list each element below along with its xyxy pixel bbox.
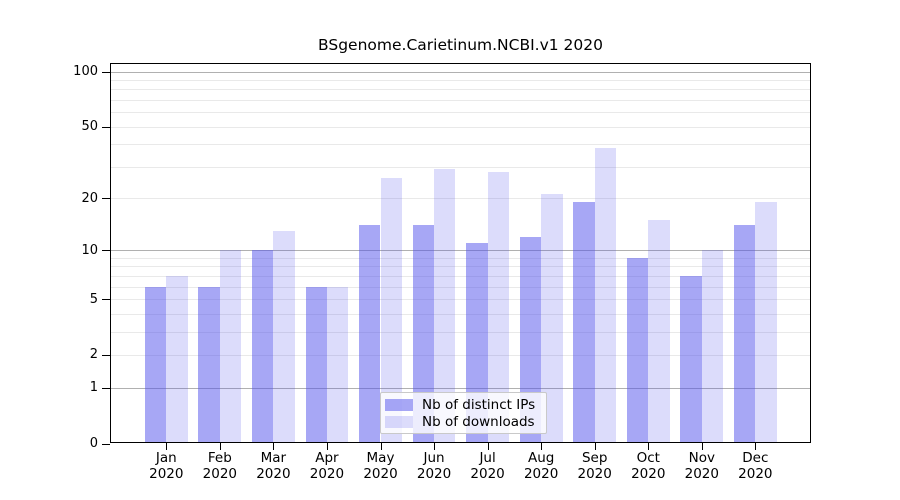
minor-gridline bbox=[111, 89, 810, 91]
bar-distinct-ips bbox=[305, 286, 327, 443]
x-axis-tick bbox=[219, 443, 221, 450]
x-axis-tick-label: Sep 2020 bbox=[577, 450, 612, 482]
y-axis-tick-label: 100 bbox=[73, 64, 98, 80]
x-axis-tick bbox=[380, 443, 382, 450]
y-axis-tick bbox=[102, 71, 110, 73]
minor-gridline bbox=[111, 299, 810, 301]
major-gridline bbox=[111, 71, 810, 73]
bar-downloads bbox=[219, 250, 242, 443]
minor-gridline bbox=[111, 126, 810, 128]
y-axis-tick bbox=[102, 443, 110, 445]
y-axis-tick bbox=[102, 126, 110, 128]
x-axis-tick bbox=[326, 443, 328, 450]
legend-item-distinct-ips: Nb of distinct IPs bbox=[385, 398, 538, 412]
legend-label-downloads: Nb of downloads bbox=[422, 413, 535, 430]
y-axis-tick-label: 1 bbox=[89, 380, 98, 396]
y-axis-tick-label: 50 bbox=[81, 119, 98, 135]
bar-distinct-ips bbox=[198, 286, 220, 443]
bar-downloads bbox=[273, 230, 295, 443]
x-axis-tick-label: Oct 2020 bbox=[631, 450, 666, 482]
bar-distinct-ips bbox=[680, 275, 702, 443]
y-axis-tick bbox=[102, 198, 110, 200]
x-axis-tick-label: Jan 2020 bbox=[149, 450, 184, 482]
bar-downloads bbox=[648, 220, 670, 443]
bar-downloads bbox=[434, 169, 456, 443]
bar-distinct-ips bbox=[412, 225, 435, 443]
bar-distinct-ips bbox=[359, 225, 381, 443]
major-gridline bbox=[111, 250, 810, 252]
minor-gridline bbox=[111, 266, 810, 268]
bar-distinct-ips bbox=[733, 225, 756, 443]
x-axis-tick-label: Jul 2020 bbox=[470, 450, 505, 482]
x-axis-tick bbox=[166, 443, 168, 450]
minor-gridline bbox=[111, 198, 810, 200]
minor-gridline bbox=[111, 112, 810, 114]
major-gridline bbox=[111, 387, 810, 389]
bar-downloads bbox=[166, 275, 188, 443]
x-axis-tick bbox=[487, 443, 489, 450]
legend-swatch-distinct-ips bbox=[385, 398, 413, 411]
bar-distinct-ips bbox=[626, 258, 649, 443]
minor-gridline bbox=[111, 80, 810, 82]
bar-downloads bbox=[326, 286, 349, 443]
x-axis-tick bbox=[273, 443, 275, 450]
minor-gridline bbox=[111, 100, 810, 102]
legend-swatch-downloads bbox=[385, 415, 413, 428]
x-axis-tick bbox=[541, 443, 543, 450]
y-axis-tick-label: 5 bbox=[89, 291, 98, 307]
minor-gridline bbox=[111, 258, 810, 259]
x-axis-tick-label: May 2020 bbox=[363, 450, 398, 482]
y-axis-tick-label: 2 bbox=[89, 347, 98, 363]
y-axis-tick-label: 0 bbox=[89, 436, 98, 451]
bar-distinct-ips bbox=[519, 236, 542, 443]
x-axis-tick-label: Mar 2020 bbox=[256, 450, 291, 482]
legend: Nb of distinct IPs Nb of downloads bbox=[380, 392, 547, 434]
x-axis-tick bbox=[648, 443, 650, 450]
y-axis-tick bbox=[102, 354, 110, 356]
minor-gridline bbox=[111, 144, 810, 146]
bar-distinct-ips bbox=[144, 286, 167, 443]
minor-gridline bbox=[111, 166, 810, 168]
bar-distinct-ips bbox=[252, 250, 274, 443]
x-axis-tick bbox=[434, 443, 436, 450]
minor-gridline bbox=[111, 275, 810, 277]
x-axis-tick bbox=[701, 443, 703, 450]
y-axis-tick-label: 20 bbox=[81, 190, 98, 206]
bar-distinct-ips bbox=[573, 202, 595, 443]
legend-item-downloads: Nb of downloads bbox=[385, 415, 538, 429]
minor-gridline bbox=[111, 354, 810, 356]
legend-label-distinct-ips: Nb of distinct IPs bbox=[422, 396, 536, 413]
bar-downloads bbox=[701, 250, 724, 443]
x-axis-tick-label: Feb 2020 bbox=[202, 450, 238, 482]
bar-downloads bbox=[594, 148, 617, 443]
x-axis-tick-label: Aug 2020 bbox=[523, 450, 559, 482]
y-axis-tick-label: 10 bbox=[81, 242, 98, 258]
x-axis-tick-label: Apr 2020 bbox=[309, 450, 345, 482]
x-axis-tick bbox=[755, 443, 757, 450]
chart-title: BSgenome.Carietinum.NCBI.v1 2020 bbox=[318, 36, 603, 54]
minor-gridline bbox=[111, 286, 810, 288]
x-axis-tick-label: Nov 2020 bbox=[684, 450, 719, 482]
x-axis-tick-label: Jun 2020 bbox=[416, 450, 452, 482]
bar-downloads bbox=[755, 202, 777, 443]
bar-downloads bbox=[541, 194, 563, 443]
x-axis-tick bbox=[594, 443, 596, 450]
bar-downloads bbox=[380, 177, 402, 443]
x-axis-tick-label: Dec 2020 bbox=[738, 450, 773, 482]
minor-gridline bbox=[111, 313, 810, 315]
bar-downloads bbox=[487, 172, 509, 443]
minor-gridline bbox=[111, 331, 810, 333]
y-axis-tick bbox=[102, 387, 110, 389]
y-axis-tick bbox=[102, 250, 110, 252]
y-axis-tick bbox=[102, 299, 110, 301]
